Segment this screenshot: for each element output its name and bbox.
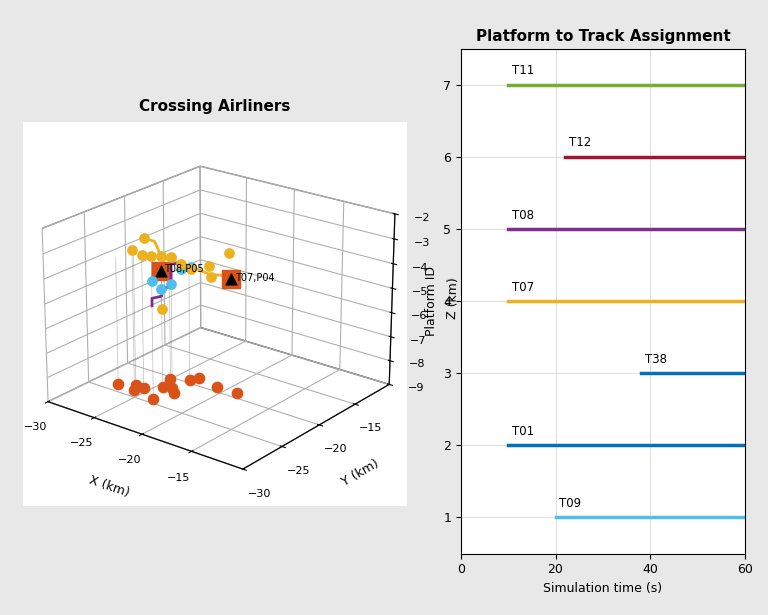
Text: T38: T38 (644, 352, 667, 365)
Text: T12: T12 (569, 137, 591, 149)
Title: Crossing Airliners: Crossing Airliners (139, 98, 291, 114)
X-axis label: Simulation time (s): Simulation time (s) (543, 582, 663, 595)
X-axis label: X (km): X (km) (88, 474, 131, 500)
Y-axis label: Y (km): Y (km) (339, 457, 381, 489)
Text: T01: T01 (512, 424, 534, 438)
Text: T11: T11 (512, 65, 535, 77)
Text: T07: T07 (512, 280, 534, 293)
Text: T08: T08 (512, 208, 534, 221)
Title: Platform to Track Assignment: Platform to Track Assignment (475, 29, 730, 44)
Y-axis label: Platform ID: Platform ID (425, 266, 438, 336)
Text: T09: T09 (559, 497, 581, 510)
